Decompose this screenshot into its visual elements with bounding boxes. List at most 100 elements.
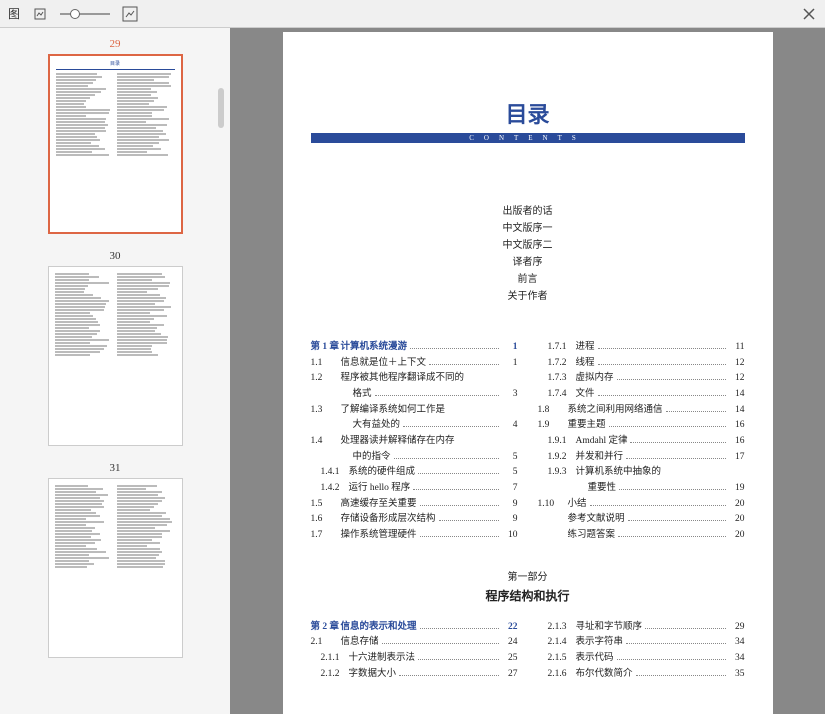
toc-dots [399, 675, 498, 676]
toc-page: 34 [729, 635, 745, 651]
toc-text: 表示代码 [576, 651, 614, 667]
toc-entry: 1.10小结20 [538, 497, 745, 513]
toc-number: 1.1 [311, 356, 341, 372]
toc-number: 1.7 [311, 528, 341, 544]
toc-entry: 2.1.4表示字符串34 [538, 635, 745, 651]
thumb-image [48, 478, 183, 658]
toc-text: 运行 hello 程序 [349, 481, 411, 497]
toc-dots [645, 628, 725, 629]
toc-number: 2.1.4 [538, 635, 576, 651]
toc-section-2: 第 2 章信息的表示和处理222.1信息存储242.1.1十六进制表示法252.… [311, 620, 745, 683]
toc-number: 1.8 [538, 403, 568, 419]
toc-dots [394, 458, 499, 459]
toc-entry: 1.2程序被其他程序翻译成不同的 [311, 371, 518, 387]
thumbnail-29[interactable]: 29目录 [0, 38, 230, 234]
toc-number: 1.7.1 [538, 340, 576, 356]
toc-dots [413, 489, 498, 490]
toc-page: 12 [729, 356, 745, 372]
toc-text: 操作系统管理硬件 [341, 528, 417, 544]
toc-page: 25 [502, 651, 518, 667]
toc-page: 17 [729, 450, 745, 466]
toc-number: 1.6 [311, 512, 341, 528]
close-icon[interactable] [801, 6, 817, 22]
toc-entry: 1.7.1进程 11 [538, 340, 745, 356]
thumbnail-31[interactable]: 31 [0, 462, 230, 658]
doc-title: 目录 [311, 97, 745, 129]
toc-dots [590, 505, 726, 506]
toc-entry: 1.7操作系统管理硬件 10 [311, 528, 518, 544]
toc-entry: 2.1.3寻址和字节顺序29 [538, 620, 745, 636]
toc-entry: 重要性19 [538, 481, 745, 497]
toc-text: 计算机系统中抽象的 [576, 465, 662, 481]
sidebar-scrollbar[interactable] [218, 88, 224, 128]
thumbnail-large-icon[interactable] [122, 6, 138, 22]
toc-dots [418, 473, 498, 474]
toc-text: 格式 [353, 387, 372, 403]
toc-page: 29 [729, 620, 745, 636]
toc-text: 虚拟内存 [576, 371, 614, 387]
thumbnail-30[interactable]: 30 [0, 250, 230, 446]
toc-dots [418, 659, 498, 660]
toc-entry: 1.6存储设备形成层次结构9 [311, 512, 518, 528]
part-title: 程序结构和执行 [311, 587, 745, 604]
toc-page: 14 [729, 387, 745, 403]
toc-text: 线程 [576, 356, 595, 372]
toc-text: 了解编译系统如何工作是 [341, 403, 446, 419]
toc-dots [598, 395, 726, 396]
toc-text: 进程 [576, 340, 595, 356]
toc-dots [382, 643, 499, 644]
toolbar-label: 图 [8, 5, 20, 22]
toc-entry: 1.4.2运行 hello 程序7 [311, 481, 518, 497]
toc-page: 1 [502, 340, 518, 356]
toc-page: 34 [729, 651, 745, 667]
toc-page: 14 [729, 403, 745, 419]
toc-page: 19 [729, 481, 745, 497]
toc-dots [630, 442, 725, 443]
front-matter-line: 译者序 [311, 254, 745, 271]
toc-entry: 2.1.5表示代码34 [538, 651, 745, 667]
toc-page: 20 [729, 497, 745, 513]
slider-thumb[interactable] [70, 9, 80, 19]
toc-text: Amdahl 定律 [576, 434, 628, 450]
toc-number: 第 1 章 [311, 340, 341, 356]
toc-page: 5 [502, 450, 518, 466]
front-matter-line: 中文版序一 [311, 220, 745, 237]
toc-entry: 1.9重要主题16 [538, 418, 745, 434]
toc-dots [429, 364, 498, 365]
toc-text: 参考文献说明 [568, 512, 625, 528]
zoom-slider[interactable] [60, 13, 110, 15]
toc-text: 信息存储 [341, 635, 379, 651]
toc-page: 11 [729, 340, 745, 356]
toc-entry: 1.7.2线程12 [538, 356, 745, 372]
thumbnail-small-icon[interactable] [32, 6, 48, 22]
toc-page: 1 [502, 356, 518, 372]
toc-number: 2.1 [311, 635, 341, 651]
toc-number: 2.1.6 [538, 667, 576, 683]
toc-page: 10 [502, 528, 518, 544]
toc-dots [628, 520, 726, 521]
toc-entry: 第 2 章信息的表示和处理22 [311, 620, 518, 636]
toc-entry: 1.5高速缓存至关重要9 [311, 497, 518, 513]
toc-page: 22 [502, 620, 518, 636]
toolbar: 图 [0, 0, 825, 28]
toc-number: 2.1.1 [311, 651, 349, 667]
toc-number: 1.4 [311, 434, 341, 450]
toc-dots [598, 364, 726, 365]
toc-page: 16 [729, 434, 745, 450]
thumb-number: 29 [110, 38, 121, 50]
toc-number: 2.1.2 [311, 667, 349, 683]
toc-entry: 1.7.3虚拟内存12 [538, 371, 745, 387]
toc-number: 1.5 [311, 497, 341, 513]
content-area[interactable]: 目录 CONTENTS 出版者的话中文版序一中文版序二译者序前言关于作者 第 1… [230, 28, 825, 714]
toc-page: 12 [729, 371, 745, 387]
thumbnail-sidebar[interactable]: 29目录3031 [0, 28, 230, 714]
toc-page: 7 [502, 481, 518, 497]
toc-entry: 1.4处理器读并解释储存在内存 [311, 434, 518, 450]
toc-text: 字数据大小 [349, 667, 397, 683]
toc-page: 16 [729, 418, 745, 434]
toc-dots [410, 348, 498, 349]
toc-number: 第 2 章 [311, 620, 341, 636]
toc-number: 2.1.3 [538, 620, 576, 636]
toc-dots [626, 458, 725, 459]
toc-dots [439, 520, 499, 521]
